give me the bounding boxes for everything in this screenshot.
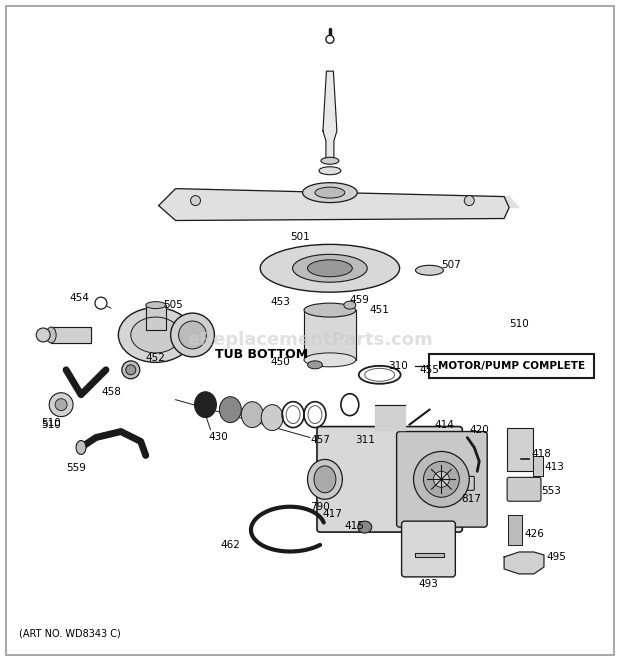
FancyBboxPatch shape	[456, 477, 474, 490]
Text: 417: 417	[322, 509, 342, 519]
Text: 311: 311	[355, 434, 374, 445]
Ellipse shape	[319, 167, 341, 175]
Ellipse shape	[304, 303, 356, 317]
Text: 559: 559	[66, 463, 86, 473]
Ellipse shape	[131, 317, 180, 353]
Circle shape	[326, 35, 334, 43]
Text: 420: 420	[469, 424, 489, 434]
Ellipse shape	[261, 405, 283, 430]
Circle shape	[423, 461, 459, 497]
Circle shape	[55, 399, 67, 410]
Text: 510: 510	[509, 319, 529, 329]
Text: 510: 510	[42, 418, 61, 428]
Polygon shape	[504, 552, 544, 574]
Text: 450: 450	[270, 357, 290, 367]
Ellipse shape	[303, 182, 357, 202]
Text: 790: 790	[310, 502, 330, 512]
Circle shape	[49, 393, 73, 416]
Text: 310: 310	[388, 361, 407, 371]
Ellipse shape	[308, 260, 352, 277]
FancyBboxPatch shape	[508, 515, 522, 545]
Text: 414: 414	[435, 420, 454, 430]
Ellipse shape	[358, 521, 372, 533]
Ellipse shape	[321, 157, 339, 164]
Circle shape	[433, 471, 450, 487]
Ellipse shape	[293, 254, 367, 282]
Text: 553: 553	[541, 486, 561, 496]
FancyBboxPatch shape	[507, 428, 533, 471]
FancyBboxPatch shape	[397, 432, 487, 527]
Circle shape	[170, 313, 215, 357]
FancyBboxPatch shape	[533, 457, 543, 477]
Polygon shape	[304, 310, 356, 360]
Polygon shape	[374, 405, 405, 430]
Polygon shape	[489, 196, 519, 208]
Text: 426: 426	[524, 529, 544, 539]
Circle shape	[414, 451, 469, 507]
Ellipse shape	[314, 466, 336, 492]
Ellipse shape	[46, 327, 56, 343]
Circle shape	[190, 196, 200, 206]
Polygon shape	[415, 553, 445, 557]
Ellipse shape	[118, 307, 193, 362]
Text: 454: 454	[69, 293, 89, 303]
Text: 415: 415	[345, 521, 365, 531]
Ellipse shape	[126, 365, 136, 375]
Text: 452: 452	[146, 353, 166, 363]
Circle shape	[36, 328, 50, 342]
Text: 459: 459	[350, 295, 370, 305]
Text: 413: 413	[544, 463, 564, 473]
Text: 451: 451	[370, 305, 389, 315]
Polygon shape	[159, 188, 509, 221]
Text: 510: 510	[42, 420, 61, 430]
Text: 455: 455	[420, 365, 440, 375]
Text: (ART NO. WD8343 C): (ART NO. WD8343 C)	[19, 629, 121, 639]
FancyBboxPatch shape	[507, 477, 541, 501]
Polygon shape	[323, 71, 337, 161]
Text: 817: 817	[461, 494, 481, 504]
Text: 501: 501	[290, 233, 310, 243]
Ellipse shape	[219, 397, 241, 422]
Text: 453: 453	[270, 297, 290, 307]
Ellipse shape	[308, 361, 322, 369]
Text: 493: 493	[418, 579, 438, 589]
Ellipse shape	[241, 402, 264, 428]
Circle shape	[179, 321, 206, 349]
Text: MOTOR/PUMP COMPLETE: MOTOR/PUMP COMPLETE	[438, 361, 585, 371]
Polygon shape	[146, 305, 166, 330]
Text: 505: 505	[164, 300, 184, 310]
Ellipse shape	[315, 187, 345, 198]
Polygon shape	[51, 327, 91, 343]
Text: 507: 507	[441, 260, 461, 270]
Ellipse shape	[76, 440, 86, 455]
Text: 458: 458	[101, 387, 121, 397]
Text: 462: 462	[221, 540, 241, 550]
Text: eReplacementParts.com: eReplacementParts.com	[187, 331, 433, 349]
Text: 495: 495	[547, 552, 567, 562]
Ellipse shape	[415, 265, 443, 275]
Ellipse shape	[304, 353, 356, 367]
Ellipse shape	[308, 459, 342, 499]
Ellipse shape	[122, 361, 140, 379]
FancyBboxPatch shape	[317, 426, 463, 532]
Ellipse shape	[344, 301, 356, 309]
Ellipse shape	[260, 245, 400, 292]
Text: 457: 457	[310, 434, 330, 445]
Circle shape	[95, 297, 107, 309]
FancyBboxPatch shape	[402, 521, 455, 577]
Text: 418: 418	[531, 449, 551, 459]
Bar	[430, 354, 594, 378]
Text: TUB BOTTOM: TUB BOTTOM	[215, 348, 309, 362]
Text: 430: 430	[208, 432, 228, 442]
Ellipse shape	[146, 301, 166, 309]
Circle shape	[464, 196, 474, 206]
Ellipse shape	[195, 392, 216, 418]
